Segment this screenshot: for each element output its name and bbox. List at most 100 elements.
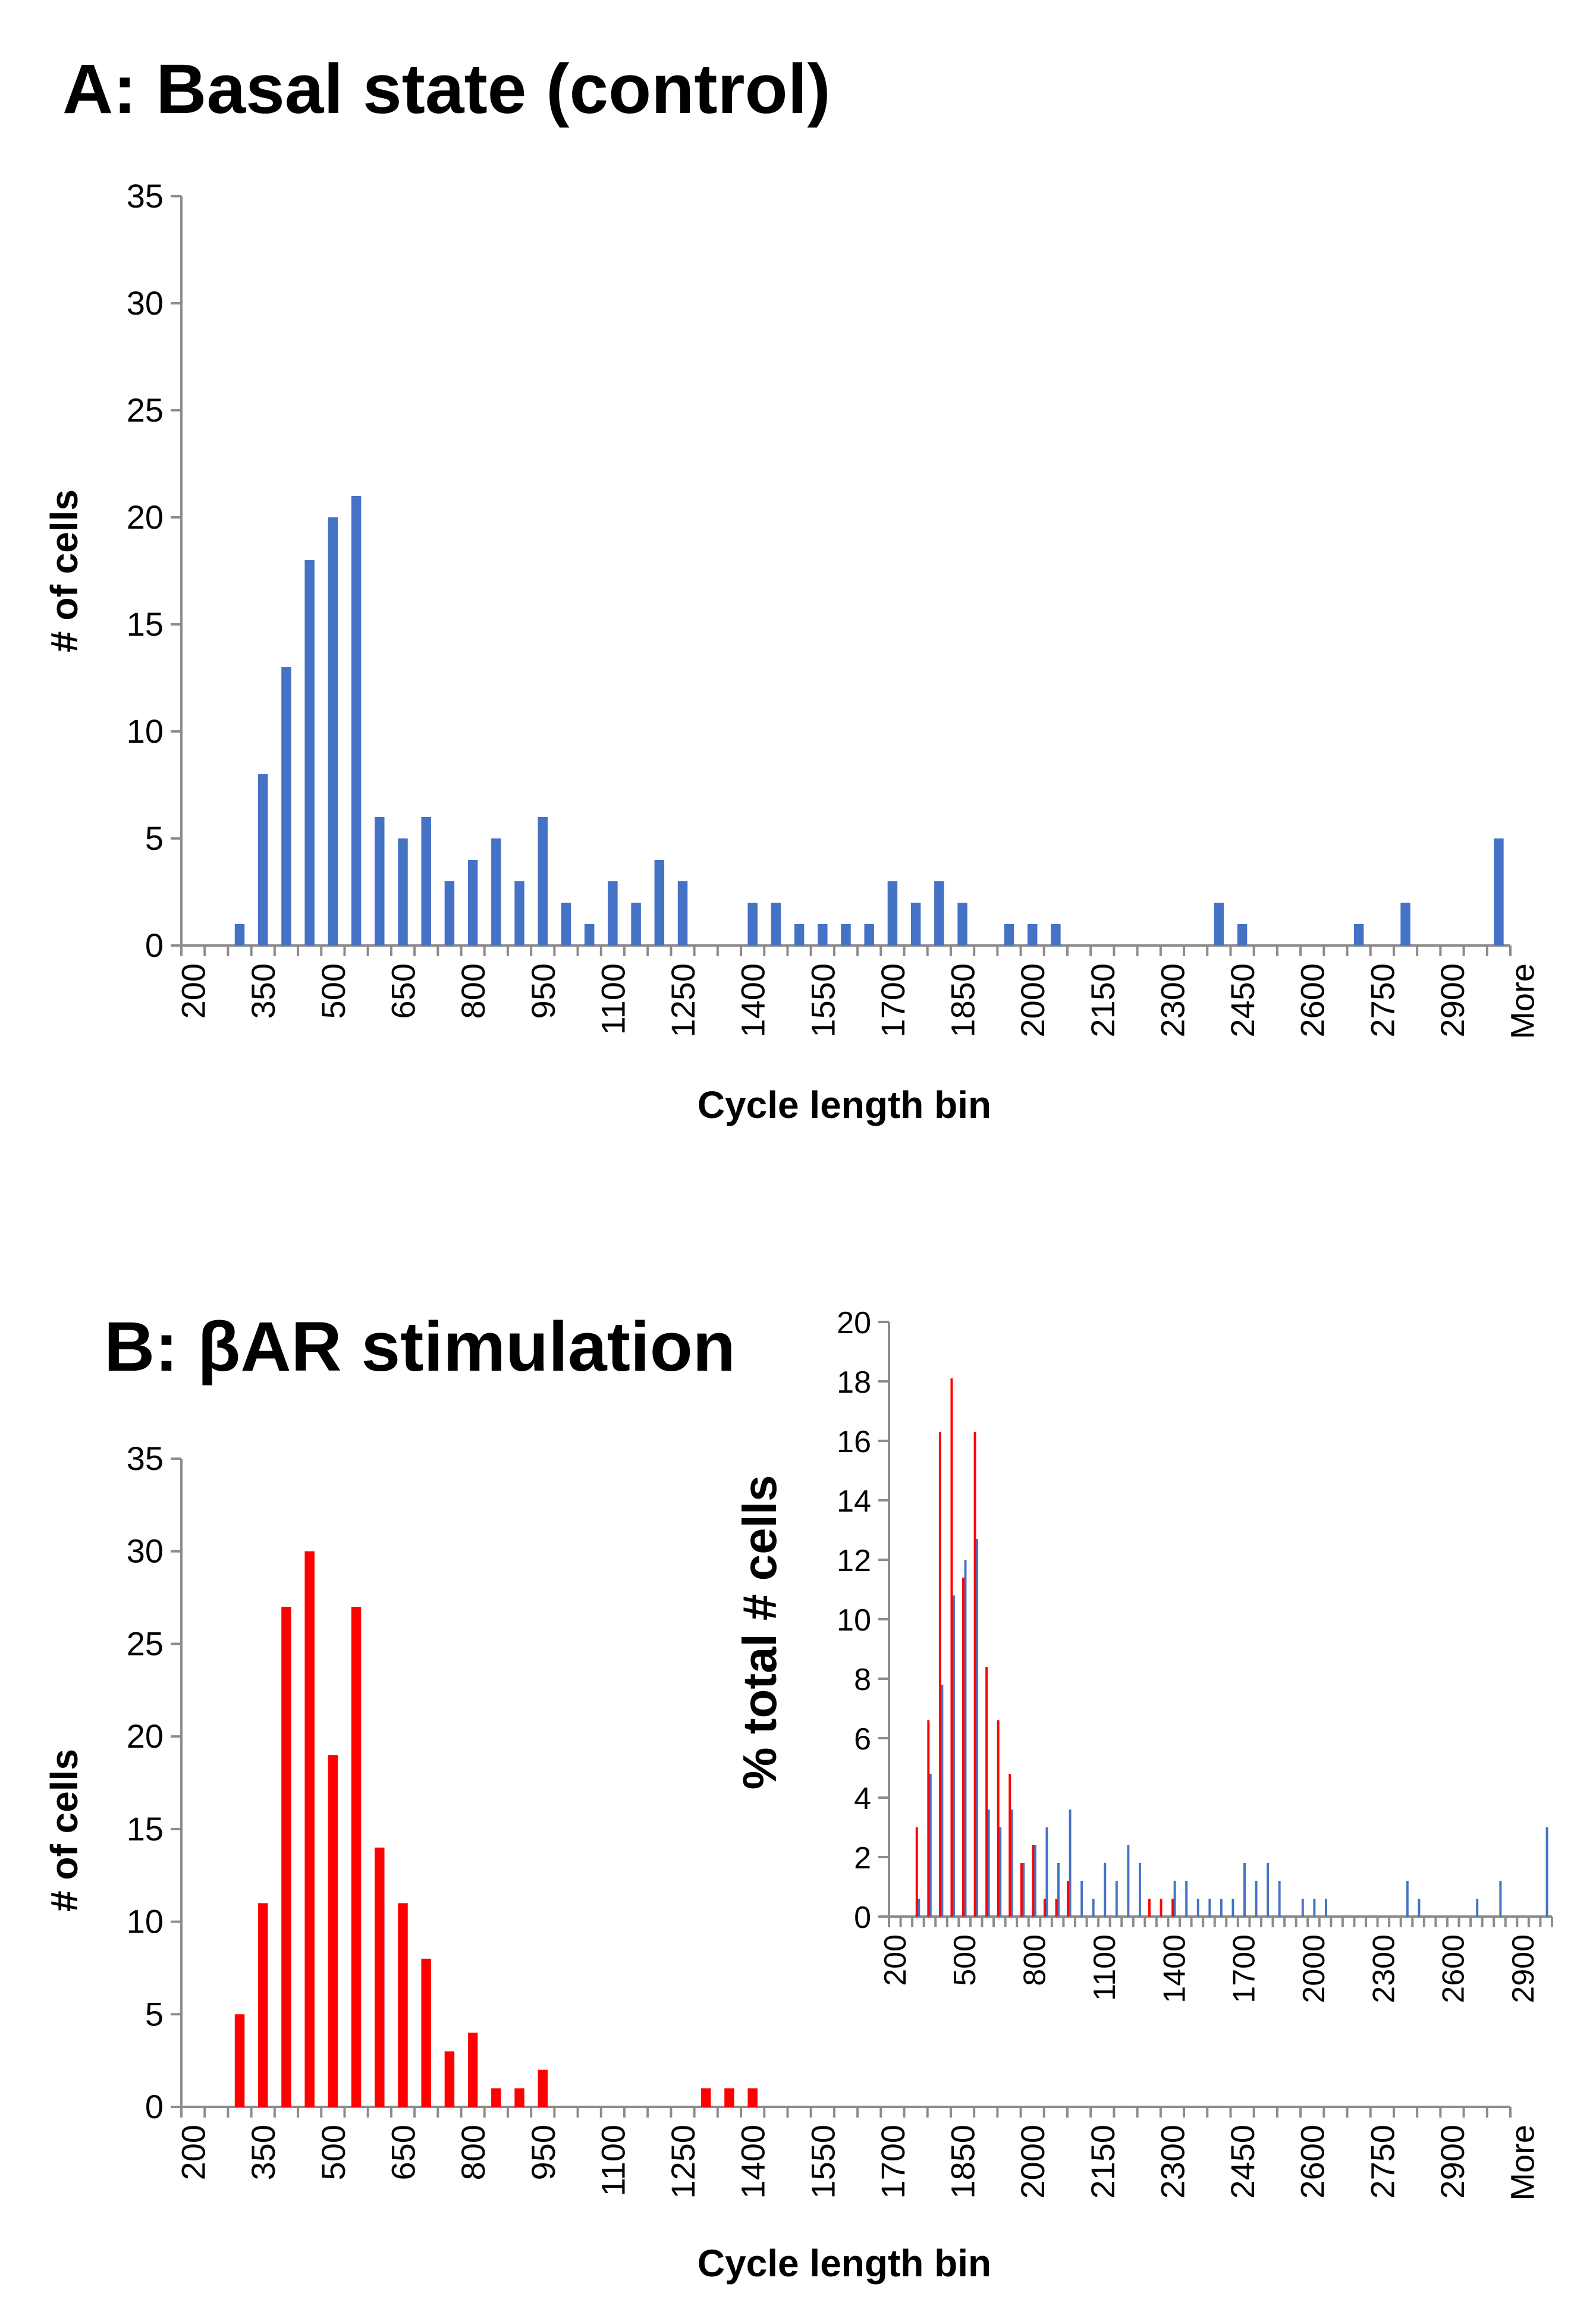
panel-a-y-tick-label: 20 bbox=[127, 498, 164, 536]
inset-y-tick-label: 6 bbox=[854, 1722, 871, 1757]
panel-b-bar bbox=[701, 2088, 711, 2107]
panel-b-y-tick-label: 25 bbox=[127, 1625, 164, 1662]
inset-bar bbox=[1171, 1899, 1174, 1917]
panel-b-bar bbox=[467, 2033, 478, 2107]
panel-a-x-tick-label: 2750 bbox=[1363, 963, 1401, 1038]
panel-a-x-tick-label: 650 bbox=[385, 963, 422, 1019]
panel-a-bar bbox=[957, 903, 967, 945]
panel-a-y-tick-label: 30 bbox=[127, 284, 164, 322]
inset-bar bbox=[1020, 1863, 1023, 1917]
panel-b-bar bbox=[234, 2014, 245, 2107]
inset-bar bbox=[987, 1810, 990, 1917]
inset-bar bbox=[1208, 1899, 1211, 1917]
inset-x-tick-label: 2900 bbox=[1506, 1934, 1541, 2003]
inset-bar bbox=[999, 1827, 1002, 1917]
panel-a-bar bbox=[608, 881, 618, 945]
panel-b-x-tick-label: 1700 bbox=[874, 2125, 912, 2199]
panel-b-y-tick-label: 35 bbox=[127, 1440, 164, 1477]
panel-b-x-tick-label: 1250 bbox=[664, 2125, 702, 2199]
inset-bar bbox=[929, 1774, 932, 1917]
panel-b-x-tick-label: 950 bbox=[524, 2125, 562, 2180]
panel-a-x-tick-label: 2300 bbox=[1154, 963, 1191, 1038]
panel-b-x-tick-label: 2750 bbox=[1363, 2125, 1401, 2199]
inset-bar bbox=[1243, 1863, 1246, 1917]
inset-bar bbox=[953, 1595, 955, 1917]
inset-bar bbox=[1476, 1899, 1479, 1917]
inset-bar bbox=[964, 1560, 967, 1917]
panel-b-title: B: βAR stimulation bbox=[104, 1308, 736, 1386]
panel-b-bar bbox=[304, 1551, 315, 2107]
panel-b-y-axis-title: # of cells bbox=[43, 1749, 86, 1912]
inset-x-tick-label: 2000 bbox=[1297, 1934, 1331, 2003]
panel-a-y-ticks: 0 5 10 15 20 25 30 35 bbox=[127, 177, 181, 964]
inset-y-axis-title: % total # cells bbox=[733, 1475, 786, 1789]
panel-a-chart: A: Basal state (control) # of cells Cycl… bbox=[43, 50, 1541, 1126]
panel-b-x-tick-label: 350 bbox=[244, 2125, 282, 2180]
inset-bar bbox=[1127, 1845, 1130, 1917]
inset-bar bbox=[1033, 1845, 1036, 1917]
panel-b-x-tick-label: 2000 bbox=[1014, 2125, 1051, 2199]
panel-b-x-tick-label: More bbox=[1504, 2125, 1541, 2201]
panel-a-bar bbox=[677, 881, 688, 945]
panel-a-bar bbox=[1400, 903, 1410, 945]
panel-b-x-tick-label: 800 bbox=[454, 2125, 492, 2180]
panel-b-x-tick-label: 2900 bbox=[1434, 2125, 1471, 2199]
inset-bar bbox=[938, 1432, 941, 1917]
panel-b-bar bbox=[747, 2088, 758, 2107]
panel-a-bar bbox=[351, 496, 362, 945]
inset-y-tick-label: 18 bbox=[837, 1365, 871, 1400]
panel-a-y-tick-label: 15 bbox=[127, 605, 164, 643]
inset-bar bbox=[1545, 1827, 1548, 1917]
panel-a-x-tick-label: 1400 bbox=[734, 963, 772, 1038]
panel-a-bar bbox=[234, 924, 245, 945]
inset-bar bbox=[1196, 1899, 1199, 1917]
panel-a-bar bbox=[514, 881, 524, 945]
panel-a-bar bbox=[584, 924, 595, 945]
panel-b-bars bbox=[234, 1551, 758, 2107]
inset-bar bbox=[1032, 1845, 1035, 1917]
panel-a-y-tick-label: 10 bbox=[127, 712, 164, 750]
panel-a-bar bbox=[467, 860, 478, 945]
inset-x-tick-label: 2600 bbox=[1437, 1934, 1471, 2003]
panel-b-x-tick-label: 200 bbox=[175, 2125, 212, 2180]
inset-bars bbox=[915, 1378, 1548, 1917]
panel-a-x-tick-label: 1850 bbox=[944, 963, 982, 1038]
inset-y-tick-label: 8 bbox=[854, 1663, 871, 1697]
inset-bar bbox=[1313, 1899, 1316, 1917]
inset-bar bbox=[1160, 1899, 1163, 1917]
panel-a-bar bbox=[328, 517, 338, 945]
panel-a-y-tick-label: 35 bbox=[127, 177, 164, 215]
inset-x-tick-label: 500 bbox=[948, 1934, 982, 1986]
inset-bar bbox=[1185, 1881, 1188, 1917]
panel-a-bar bbox=[491, 838, 501, 945]
panel-b-bar bbox=[514, 2088, 524, 2107]
inset-x-tick-label: 800 bbox=[1018, 1934, 1053, 1986]
panel-b-y-tick-label: 0 bbox=[145, 2088, 164, 2125]
panel-a-bar bbox=[1494, 838, 1504, 945]
inset-bar bbox=[1255, 1881, 1258, 1917]
panel-a-x-tick-label: 1250 bbox=[664, 963, 702, 1038]
inset-bar bbox=[1104, 1863, 1107, 1917]
panel-b-y-tick-label: 10 bbox=[127, 1903, 164, 1940]
panel-a-x-tick-label: 2900 bbox=[1434, 963, 1471, 1038]
panel-a-x-tick-label: 800 bbox=[454, 963, 492, 1019]
panel-b-x-tick-label: 1100 bbox=[594, 2125, 632, 2196]
inset-y-tick-label: 12 bbox=[837, 1544, 871, 1578]
inset-x-tick-label: 1400 bbox=[1157, 1934, 1192, 2003]
panel-a-bar bbox=[864, 924, 874, 945]
panel-b-x-tick-label: 2450 bbox=[1224, 2125, 1261, 2199]
inset-bar bbox=[1022, 1863, 1025, 1917]
inset-bar bbox=[1220, 1899, 1223, 1917]
panel-a-bars bbox=[234, 496, 1504, 945]
inset-bar bbox=[1115, 1881, 1118, 1917]
panel-a-x-tick-label: 350 bbox=[244, 963, 282, 1019]
panel-a-bar bbox=[1214, 903, 1224, 945]
inset-bar bbox=[1324, 1899, 1327, 1917]
inset-chart: % total # cells 0 2 4 6 8 10 12 14 16 18 20 200 500… bbox=[733, 1306, 1553, 2003]
inset-x-tick-label: 200 bbox=[878, 1934, 913, 1986]
inset-x-ticks: 200 500 800 1100 1400 1700 2000 2300 2600 2900 bbox=[878, 1917, 1553, 2003]
panel-b-bar bbox=[538, 2069, 548, 2107]
panel-a-bar bbox=[1353, 924, 1364, 945]
panel-a-bar bbox=[538, 817, 548, 945]
panel-a-bar bbox=[421, 817, 431, 945]
